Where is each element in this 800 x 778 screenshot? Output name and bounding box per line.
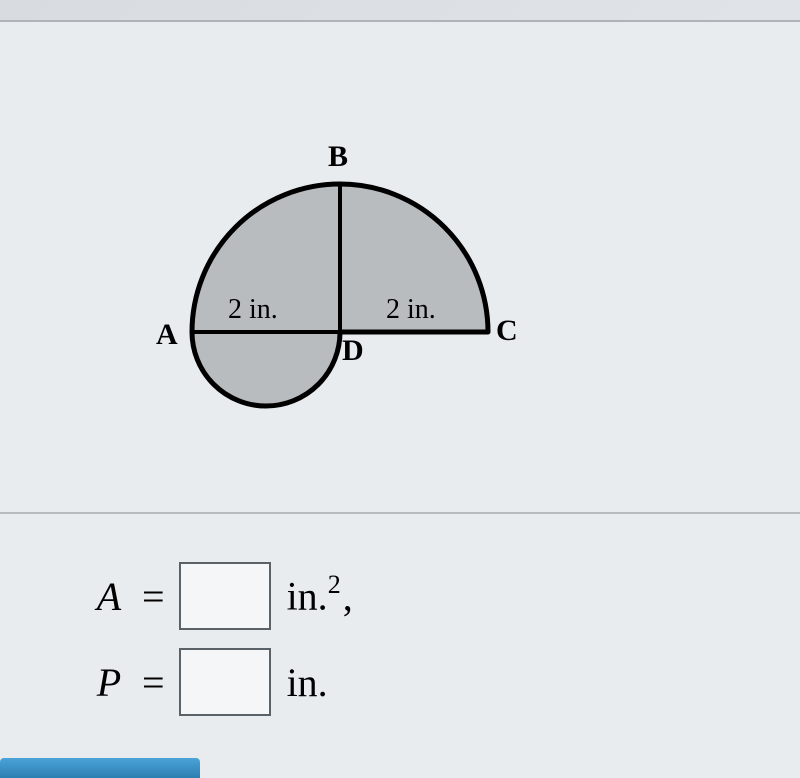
section-divider — [0, 512, 800, 514]
label-B: B — [328, 140, 348, 174]
dim-AD: 2 in. — [228, 294, 278, 326]
perimeter-unit-base: in. — [287, 660, 328, 705]
perimeter-variable: P — [90, 659, 128, 706]
dim-DC: 2 in. — [386, 294, 436, 326]
area-unit-exp: 2 — [328, 570, 341, 599]
label-A: A — [156, 318, 178, 352]
perimeter-equals: = — [142, 659, 165, 706]
area-input[interactable] — [179, 562, 271, 630]
area-equals: = — [142, 573, 165, 620]
perimeter-unit: in. — [287, 659, 328, 706]
label-D: D — [342, 334, 364, 368]
diagram-svg — [100, 82, 580, 462]
area-variable: A — [90, 573, 128, 620]
perimeter-row: P = in. — [90, 648, 353, 716]
area-trailing: , — [343, 574, 353, 619]
geometry-diagram: B A C D 2 in. 2 in. — [100, 82, 580, 462]
answer-section: A = in.2, P = in. — [90, 562, 353, 734]
area-row: A = in.2, — [90, 562, 353, 630]
perimeter-input[interactable] — [179, 648, 271, 716]
worksheet-page: B A C D 2 in. 2 in. A = in.2, P = in. — [0, 20, 800, 778]
label-C: C — [496, 314, 518, 348]
area-unit: in.2, — [287, 572, 353, 619]
area-unit-base: in. — [287, 574, 328, 619]
bottom-button-edge[interactable] — [0, 758, 200, 778]
